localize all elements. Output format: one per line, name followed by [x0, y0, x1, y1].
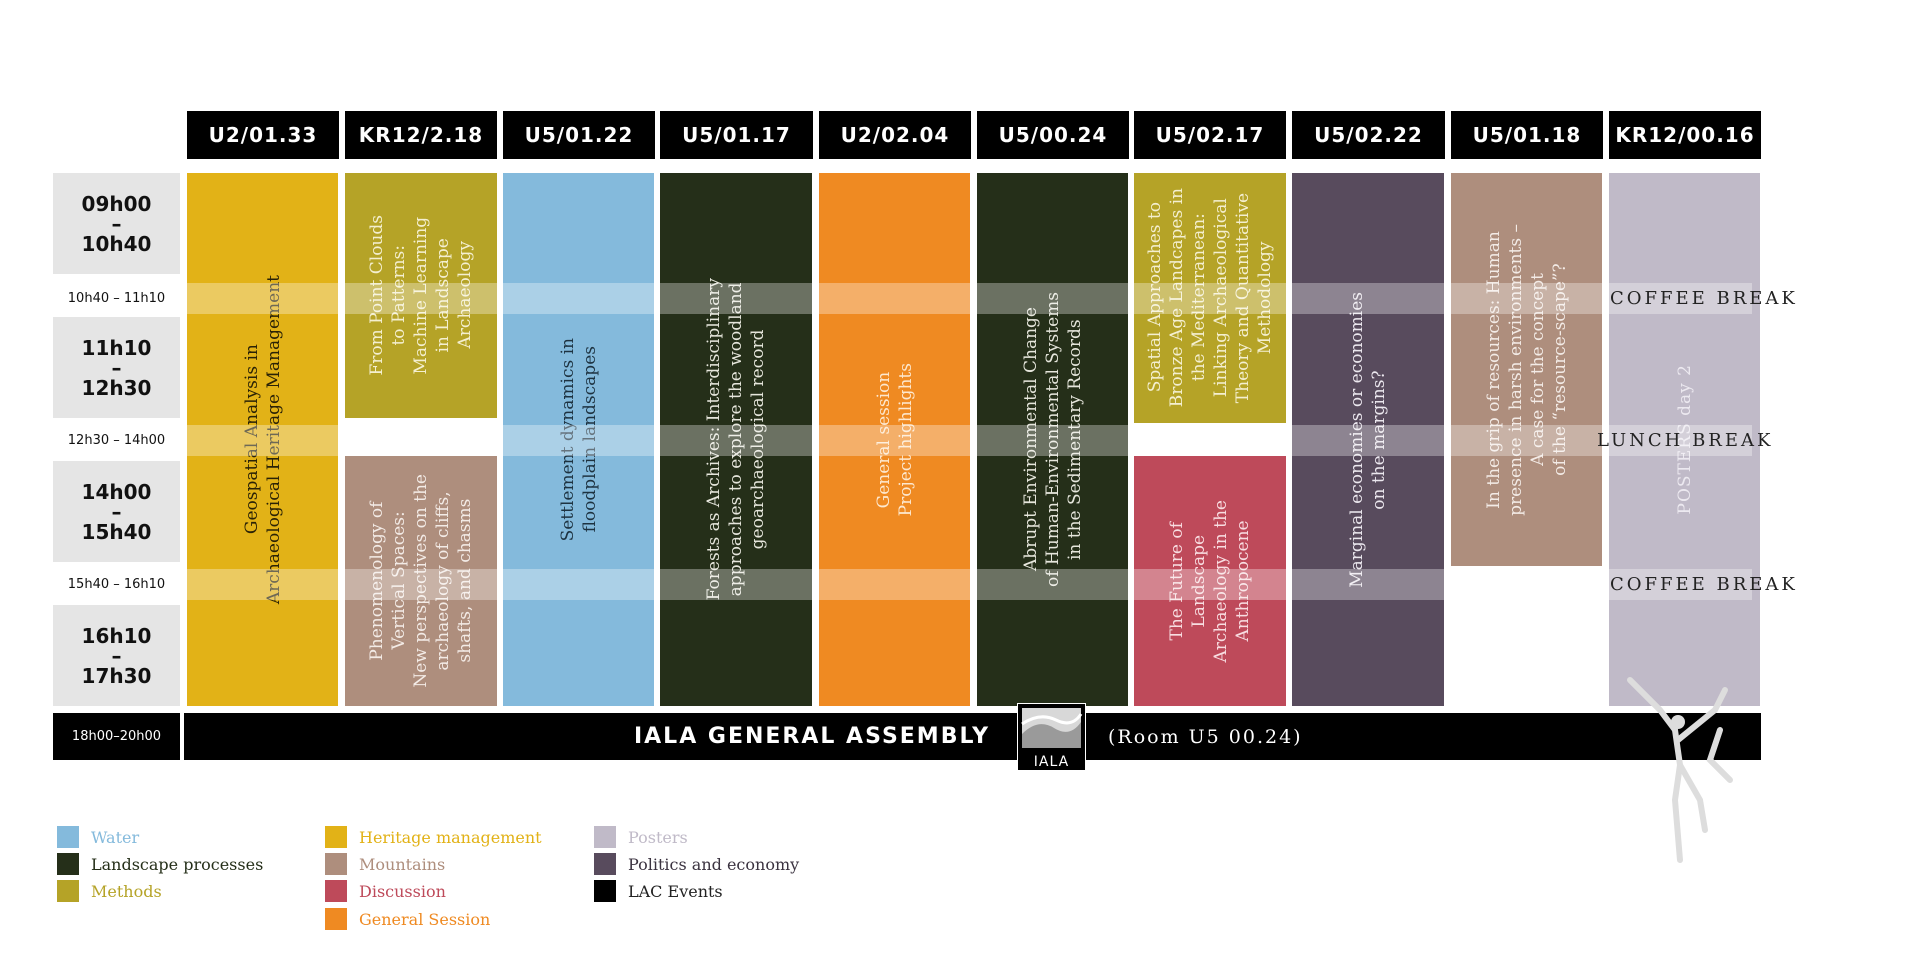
session-block: From Point Clouds to Patterns: Machine L…: [345, 173, 497, 418]
iala-logo-wave-icon: [1021, 708, 1083, 748]
lunch-break-label: LUNCH BREAK: [1597, 430, 1774, 451]
session-block: In the grip of resources: Human presence…: [1451, 173, 1602, 566]
legend-item: LAC Events: [594, 879, 723, 903]
time-slot-1: 09h00–10h40: [53, 173, 180, 274]
room-header: U2/01.33: [187, 111, 339, 159]
session-block: General session Project highlights: [819, 173, 970, 706]
legend-swatch: [57, 853, 79, 875]
session-block: Settlement dynamics in floodplain landsc…: [503, 173, 654, 706]
session-block: Phenomenology of Vertical Spaces: New pe…: [345, 456, 497, 706]
legend-item: General Session: [325, 907, 490, 931]
legend-swatch: [594, 826, 616, 848]
general-assembly-room: (Room U5 00.24): [1108, 725, 1303, 748]
room-header: U5/01.18: [1451, 111, 1603, 159]
legend-swatch: [325, 880, 347, 902]
session-block: POSTERS day 2: [1609, 173, 1760, 706]
session-block: Spatial Approaches to Bronze Age Landcap…: [1134, 173, 1286, 423]
legend-swatch: [325, 826, 347, 848]
session-block: Forests as Archives: Interdisciplinary a…: [660, 173, 812, 706]
session-block: Geospatial Analysis in Archaeological He…: [187, 173, 338, 706]
break-band: [184, 569, 1752, 600]
room-header: U5/02.17: [1134, 111, 1286, 159]
coffee-break-label: COFFEE BREAK: [1610, 574, 1798, 595]
session-block: The Future of Landscape Archaeology in t…: [1134, 456, 1286, 706]
legend-swatch: [594, 853, 616, 875]
break-band: [184, 283, 1752, 314]
legend-item: Posters: [594, 825, 688, 849]
time-break-2: 12h30 – 14h00: [67, 433, 166, 448]
time-break-3: 15h40 – 16h10: [67, 577, 166, 592]
legend-item: Politics and economy: [594, 852, 799, 876]
general-assembly-title: IALA GENERAL ASSEMBLY: [633, 724, 990, 749]
time-break-1: 10h40 – 11h10: [67, 291, 166, 306]
coffee-break-label: COFFEE BREAK: [1610, 288, 1798, 309]
room-header: U5/02.22: [1292, 111, 1445, 159]
time-slot-4: 16h10–17h30: [53, 605, 180, 706]
legend-item: Mountains: [325, 852, 445, 876]
room-header: U2/02.04: [819, 111, 971, 159]
legend-item: Discussion: [325, 879, 446, 903]
iala-logo: IALA: [1017, 703, 1086, 771]
time-slot-3: 14h00–15h40: [53, 461, 180, 562]
room-header: U5/01.17: [660, 111, 813, 159]
legend-swatch: [594, 880, 616, 902]
session-block: Marginal economies or economies on the m…: [1292, 173, 1444, 706]
legend-swatch: [325, 908, 347, 930]
session-block: Abrupt Environmental Change of Human-Env…: [977, 173, 1128, 706]
legend-swatch: [57, 826, 79, 848]
time-slot-2: 11h10–12h30: [53, 317, 180, 418]
room-header: KR12/00.16: [1609, 111, 1761, 159]
legend-swatch: [57, 880, 79, 902]
break-band: [184, 425, 1752, 456]
iala-logo-text: IALA: [1033, 754, 1070, 770]
room-header: U5/01.22: [503, 111, 655, 159]
legend-item: Landscape processes: [57, 852, 263, 876]
dancing-figure-icon: [1627, 677, 1733, 863]
room-header: U5/00.24: [977, 111, 1129, 159]
general-assembly-bar: [184, 713, 1761, 760]
room-header: KR12/2.18: [345, 111, 497, 159]
time-evening: 18h00–20h00: [53, 713, 180, 760]
legend-item: Water: [57, 825, 139, 849]
legend-item: Methods: [57, 879, 162, 903]
legend-item: Heritage management: [325, 825, 542, 849]
legend-swatch: [325, 853, 347, 875]
